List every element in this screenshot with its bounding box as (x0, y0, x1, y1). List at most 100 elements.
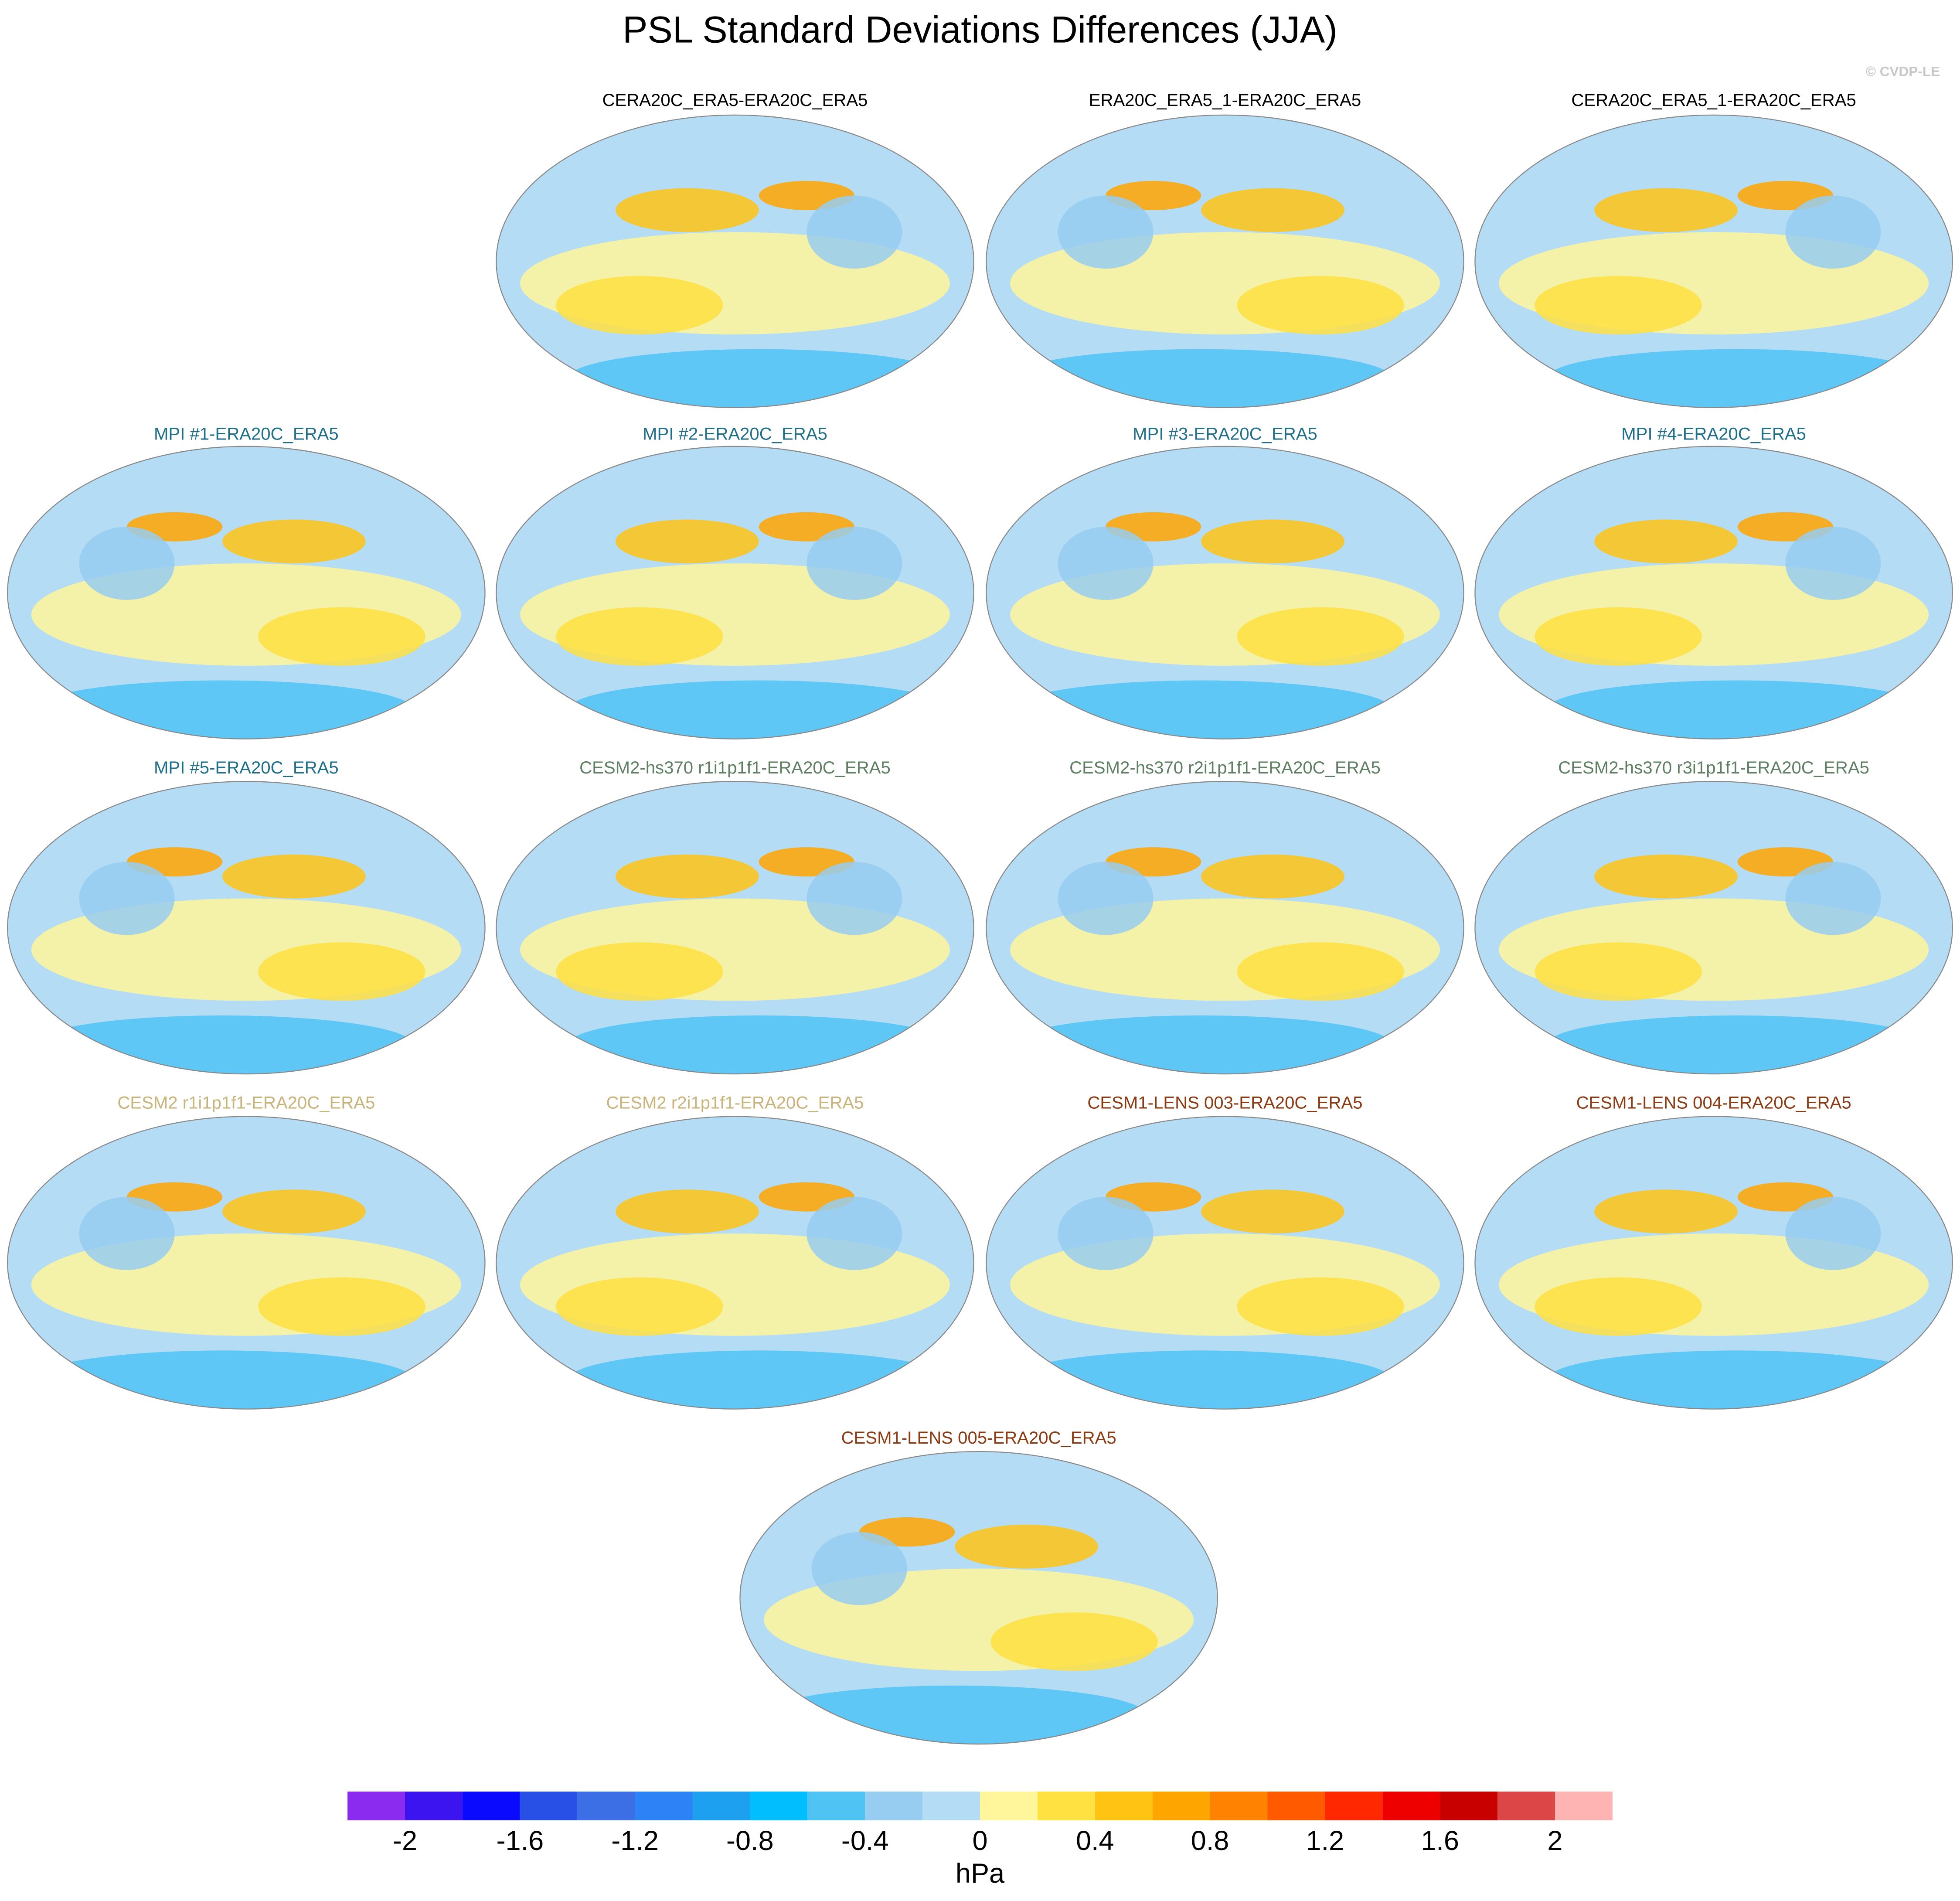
colorbar-box (692, 1792, 750, 1820)
map-shading (1546, 680, 1929, 739)
colorbar-tick-label: 0.8 (1191, 1826, 1229, 1856)
map-shading (79, 1197, 175, 1270)
map-shading (1535, 607, 1702, 666)
map-shading (79, 862, 175, 935)
map-shading (1594, 1189, 1738, 1234)
panel-title: ERA20C_ERA5_1-ERA20C_ERA5 (1089, 90, 1361, 110)
panel-title: MPI #1-ERA20C_ERA5 (154, 424, 339, 444)
map-shading (990, 1612, 1158, 1671)
map-shading (806, 527, 902, 600)
colorbar-tick-label: 0 (972, 1826, 987, 1856)
map-outline (496, 781, 974, 1075)
panel-title: MPI #5-ERA20C_ERA5 (154, 758, 339, 777)
map-shading (1546, 349, 1929, 408)
map-shading (1237, 276, 1404, 335)
map-shading (1594, 519, 1738, 564)
map-shading (568, 680, 950, 739)
map-outline (986, 781, 1464, 1075)
map-shading (31, 1015, 414, 1074)
map (1475, 1116, 1953, 1409)
colorbar-tick-label: -2 (393, 1826, 417, 1856)
colorbar-tick-label: 2 (1547, 1826, 1562, 1856)
colorbar-tick-label: 0.4 (1076, 1826, 1114, 1856)
panel-title: MPI #4-ERA20C_ERA5 (1621, 424, 1806, 444)
map-outline (7, 1116, 486, 1410)
map (7, 781, 485, 1074)
map-shading (806, 1197, 902, 1270)
colorbar-box (520, 1792, 578, 1820)
map-outline (986, 446, 1464, 739)
map-shading (568, 349, 950, 408)
colorbar-box (1152, 1792, 1210, 1820)
colorbar-box (347, 1792, 405, 1820)
colorbar-box (577, 1792, 635, 1820)
map (7, 446, 485, 739)
map-shading (616, 519, 759, 564)
colorbar-box (1037, 1792, 1095, 1820)
map-shading (1594, 188, 1738, 232)
map-shading (79, 527, 175, 600)
colorbar-box (1440, 1792, 1498, 1820)
map (986, 781, 1464, 1074)
map-shading (1201, 854, 1344, 899)
panel-title: MPI #2-ERA20C_ERA5 (643, 424, 827, 444)
colorbar-box (1497, 1792, 1555, 1820)
colorbar-tick-label: -0.8 (726, 1826, 774, 1856)
map (496, 1116, 974, 1409)
map-shading (1594, 854, 1738, 899)
map-shading (1237, 942, 1404, 1001)
map-outline (496, 446, 974, 739)
panel-title: MPI #3-ERA20C_ERA5 (1133, 424, 1317, 444)
colorbar-tick-label: 1.6 (1421, 1826, 1459, 1856)
map-outline (7, 446, 486, 739)
map (1475, 781, 1953, 1074)
map-outline (496, 1116, 974, 1410)
colorbar-box (865, 1792, 923, 1820)
map-shading (806, 195, 902, 269)
map-shading (31, 680, 414, 739)
map-shading (31, 1350, 414, 1409)
map-shading (1201, 1189, 1344, 1234)
map (986, 446, 1464, 739)
panel-title: CESM2-hs370 r2i1p1f1-ERA20C_ERA5 (1069, 758, 1381, 777)
map-shading (556, 276, 723, 335)
map-outline (986, 114, 1464, 409)
colorbar-tick-label: 1.2 (1306, 1826, 1344, 1856)
map-shading (222, 1189, 366, 1234)
panel-title: CESM2 r2i1p1f1-ERA20C_ERA5 (606, 1093, 864, 1113)
map-shading (616, 854, 759, 899)
map-outline (7, 781, 486, 1075)
map-shading (1237, 1277, 1404, 1336)
map-shading (1201, 188, 1344, 232)
map-shading (1535, 942, 1702, 1001)
colorbar-tick-label: -1.6 (496, 1826, 544, 1856)
map (740, 1451, 1218, 1744)
colorbar-box (635, 1792, 693, 1820)
map (7, 1116, 485, 1409)
map-shading (556, 942, 723, 1001)
map-shading (1201, 519, 1344, 564)
panel-title: CESM2-hs370 r3i1p1f1-ERA20C_ERA5 (1558, 758, 1869, 777)
map (1475, 446, 1953, 739)
colorbar-box (1382, 1792, 1440, 1820)
map-shading (1058, 195, 1154, 269)
map-shading (955, 1524, 1098, 1569)
map-shading (1785, 195, 1881, 269)
map (496, 446, 974, 739)
map-outline (1474, 781, 1953, 1075)
map-shading (1010, 1015, 1392, 1074)
map-shading (1546, 1350, 1929, 1409)
map-shading (222, 854, 366, 899)
map-shading (1785, 862, 1881, 935)
map-shading (1535, 276, 1702, 335)
map-shading (1058, 527, 1154, 600)
map-outline (986, 1116, 1464, 1410)
colorbar-box (1267, 1792, 1325, 1820)
colorbar-tick-label: -1.2 (611, 1826, 659, 1856)
colorbar-box (1555, 1792, 1613, 1820)
colorbar-box (405, 1792, 463, 1820)
watermark: © CVDP-LE (1866, 64, 1940, 79)
map-shading (1010, 349, 1392, 408)
colorbar-box (750, 1792, 808, 1820)
